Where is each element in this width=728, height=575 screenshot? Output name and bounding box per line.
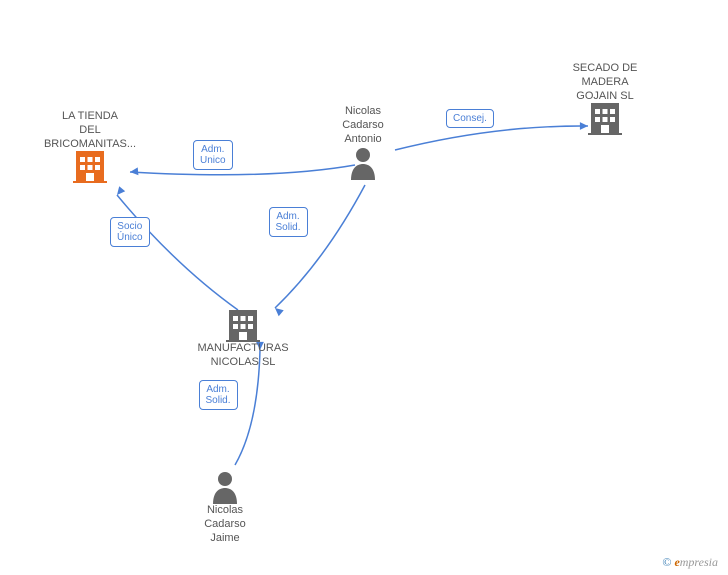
watermark-brand-rest: mpresia — [680, 555, 718, 569]
node-secado: SECADO DE MADERA GOJAIN SL — [545, 62, 665, 135]
building-icon — [183, 310, 303, 342]
edge-label-manufacturas-tienda: Socio Único — [110, 217, 150, 247]
edge-antonio-manufacturas — [275, 185, 365, 308]
person-icon — [303, 146, 423, 180]
edge-label-antonio-tienda: Adm. Unico — [193, 140, 233, 170]
edge-label-antonio-manufacturas: Adm. Solid. — [269, 207, 308, 237]
node-label: MANUFACTURAS NICOLAS SL — [183, 342, 303, 370]
building-icon — [30, 151, 150, 183]
node-antonio: Nicolas Cadarso Antonio — [303, 105, 423, 180]
node-label: Nicolas Cadarso Antonio — [303, 105, 423, 146]
watermark: © empresia — [662, 555, 718, 570]
person-icon — [165, 470, 285, 504]
node-label: Nicolas Cadarso Jaime — [165, 504, 285, 545]
edge-manufacturas-tienda — [117, 195, 238, 310]
node-tienda: LA TIENDA DEL BRICOMANITAS... — [30, 110, 150, 183]
node-label: SECADO DE MADERA GOJAIN SL — [545, 62, 665, 103]
building-icon — [545, 103, 665, 135]
arrowhead-manufacturas-tienda — [117, 186, 125, 195]
copyright-symbol: © — [662, 555, 671, 569]
node-jaime: Nicolas Cadarso Jaime — [165, 470, 285, 545]
diagram-canvas: LA TIENDA DEL BRICOMANITAS... Nicolas Ca… — [0, 0, 728, 575]
edge-label-antonio-secado: Consej. — [446, 109, 494, 128]
node-label: LA TIENDA DEL BRICOMANITAS... — [30, 110, 150, 151]
edge-label-jaime-manufacturas: Adm. Solid. — [199, 380, 238, 410]
node-manufacturas: MANUFACTURAS NICOLAS SL — [183, 310, 303, 370]
